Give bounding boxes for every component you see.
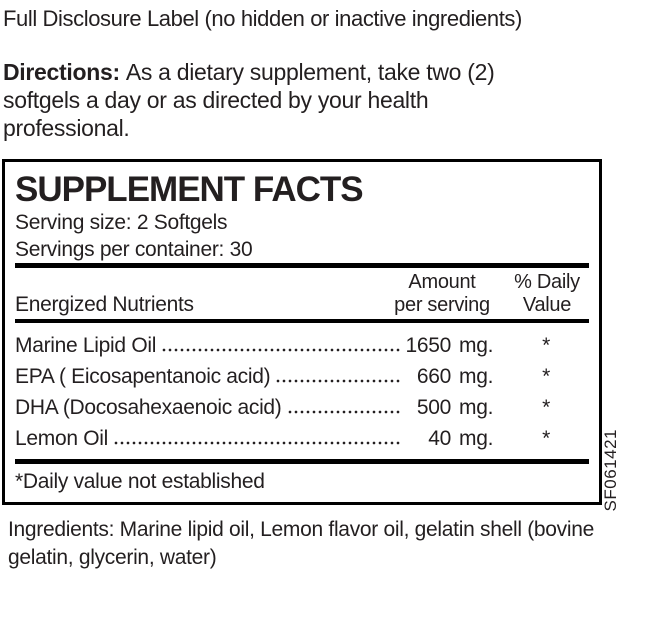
supplement-facts-panel: SUPPLEMENT FACTS Serving size: 2 Softgel… (2, 159, 602, 505)
divider-rule-top (15, 263, 589, 268)
dot-leader (286, 400, 400, 414)
column-header-amount-line1: Amount (408, 270, 476, 293)
ingredients-line-1: Ingredients: Marine lipid oil, Lemon fla… (8, 518, 594, 541)
directions-label: Directions: (3, 59, 120, 85)
divider-rule-header (15, 318, 589, 323)
directions-paragraph: Directions: As a dietary supplement, take… (3, 58, 603, 142)
nutrient-amount: 500 (416, 396, 451, 419)
nutrient-unit: mg. (459, 334, 494, 357)
table-row: Lemon Oil 40 mg. * (15, 423, 589, 454)
column-header-amount: Amount per serving (387, 271, 497, 317)
dot-leader (275, 369, 400, 383)
daily-value-footnote: *Daily value not established (15, 469, 265, 493)
table-row: EPA ( Eicosapentanoic acid) 660 mg. * (15, 361, 589, 392)
servings-per-container: Servings per container: 30 (15, 238, 253, 261)
dot-leader (113, 431, 400, 445)
nutrient-unit: mg. (459, 365, 494, 388)
table-row: Marine Lipid Oil 1650 mg. * (15, 330, 589, 361)
serving-size: Serving size: 2 Softgels (15, 211, 228, 234)
directions-text-2: softgels a day or as directed by your he… (3, 87, 429, 113)
column-header-nutrients: Energized Nutrients (15, 292, 194, 316)
nutrient-daily-value: * (542, 365, 550, 388)
label-code: SF061421 (601, 429, 620, 512)
column-header-daily-value-line1: % Daily (514, 270, 580, 293)
directions-line-1: Directions: As a dietary supplement, take… (3, 58, 603, 86)
nutrient-amount: 40 (428, 427, 451, 450)
ingredients-line-2: gelatin, glycerin, water) (8, 546, 217, 569)
ingredients-paragraph: Ingredients: Marine lipid oil, Lemon fla… (8, 516, 658, 572)
full-disclosure-heading: Full Disclosure Label (no hidden or inac… (3, 6, 522, 31)
nutrient-amount: 660 (416, 365, 451, 388)
nutrient-table: Marine Lipid Oil 1650 mg. * EPA ( Eicosa… (15, 323, 589, 459)
nutrient-daily-value: * (542, 396, 550, 419)
column-header-daily-value: % Daily Value (505, 271, 589, 317)
nutrient-name: EPA ( Eicosapentanoic acid) (15, 365, 271, 388)
dot-leader (161, 338, 400, 352)
divider-rule-bottom (15, 459, 589, 464)
nutrient-name: Lemon Oil (15, 427, 109, 450)
directions-text-3: professional. (3, 115, 130, 141)
nutrient-amount: 1650 (405, 334, 451, 357)
nutrient-name: Marine Lipid Oil (15, 334, 157, 357)
table-row: DHA (Docosahexaenoic acid) 500 mg. * (15, 392, 589, 423)
column-header-daily-value-line2: Value (522, 293, 572, 316)
nutrient-unit: mg. (459, 396, 494, 419)
nutrient-daily-value: * (542, 334, 550, 357)
nutrient-name: DHA (Docosahexaenoic acid) (15, 396, 282, 419)
supplement-facts-title: SUPPLEMENT FACTS (15, 170, 364, 209)
table-header-row: Energized Nutrients Amount per serving %… (15, 268, 589, 319)
directions-text-1: As a dietary supplement, take two (2) (125, 59, 495, 85)
nutrient-unit: mg. (459, 427, 494, 450)
column-header-amount-line2: per serving (394, 293, 490, 316)
nutrient-daily-value: * (542, 427, 550, 450)
